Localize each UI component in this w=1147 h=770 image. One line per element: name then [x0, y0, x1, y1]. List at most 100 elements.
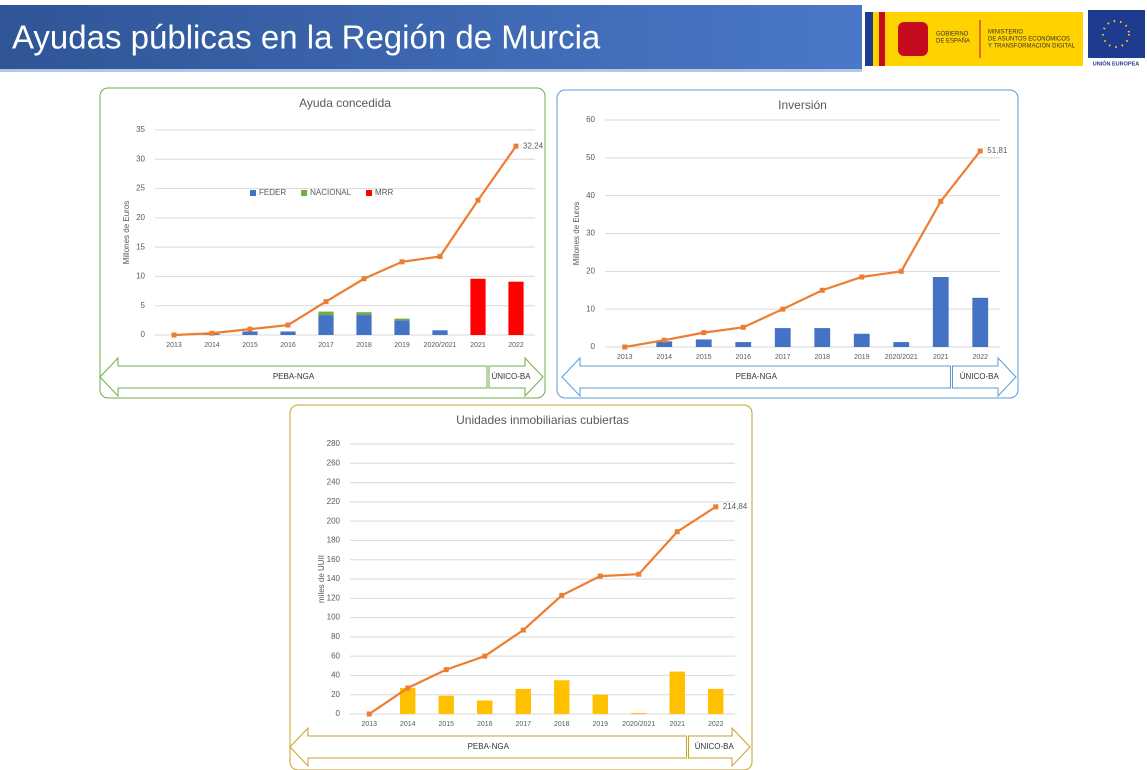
x-tick-label: 2015	[242, 342, 258, 349]
y-tick-label: 40	[331, 671, 340, 680]
x-tick-label: 2020/2021	[423, 342, 456, 349]
x-tick-label: 2014	[656, 354, 672, 361]
legend-swatch	[301, 190, 308, 196]
line-marker	[898, 268, 904, 274]
bar	[893, 342, 910, 347]
y-tick-label: 50	[586, 153, 595, 162]
y-tick-label: 280	[327, 439, 341, 448]
y-axis-label: miles de UUII	[317, 555, 326, 603]
line-marker	[482, 653, 488, 659]
logo-text: DE ASUNTOS ECONÓMICOS	[988, 36, 1070, 43]
period-label: ÚNICO-BA	[491, 372, 531, 381]
x-tick-label: 2019	[854, 354, 870, 361]
logo-text: DE ESPAÑA	[936, 38, 970, 45]
bar	[695, 339, 712, 347]
x-tick-label: 2016	[735, 354, 751, 361]
x-tick-label: 2017	[775, 354, 791, 361]
y-tick-label: 0	[141, 330, 146, 339]
y-tick-label: 30	[586, 229, 595, 238]
bar	[656, 341, 673, 347]
x-tick-label: 2021	[669, 721, 685, 728]
x-tick-label: 2017	[318, 342, 334, 349]
period-arrow	[952, 356, 1017, 398]
period-label: PEBA-NGA	[273, 372, 315, 381]
x-tick-label: 2016	[477, 721, 493, 728]
y-tick-label: 220	[327, 497, 341, 506]
bar	[438, 695, 454, 714]
line-marker	[780, 306, 786, 312]
period-arrow	[289, 726, 687, 768]
line	[173, 145, 517, 337]
period-label: ÚNICO-BA	[960, 372, 1000, 381]
line-marker	[819, 287, 825, 293]
x-tick-label: 2020/2021	[885, 354, 918, 361]
bar	[318, 315, 334, 335]
x-tick-label: 2015	[696, 354, 712, 361]
bar	[318, 311, 334, 316]
line-marker	[209, 330, 215, 336]
period-arrow	[561, 356, 951, 398]
chart-title: Unidades inmobiliarias cubiertas	[456, 413, 629, 427]
y-tick-label: 120	[327, 593, 341, 602]
line	[624, 150, 982, 349]
period-arrow	[488, 356, 544, 398]
line	[368, 505, 717, 715]
bar	[356, 312, 372, 316]
bar	[400, 687, 416, 714]
line-marker	[405, 685, 411, 691]
line-marker	[443, 667, 449, 673]
bar	[735, 342, 752, 347]
x-tick-label: 2017	[515, 721, 531, 728]
y-tick-label: 30	[136, 154, 145, 163]
y-tick-label: 200	[327, 516, 341, 525]
header-rule	[0, 69, 862, 72]
bar	[708, 688, 724, 714]
line-marker	[977, 148, 983, 154]
line-marker	[285, 322, 291, 328]
chart-title: Inversión	[778, 98, 827, 112]
line-marker	[323, 299, 329, 305]
line-marker	[559, 592, 565, 598]
x-tick-label: 2019	[394, 342, 410, 349]
line-marker	[171, 332, 177, 338]
logo-text: MINISTERIO	[988, 30, 1023, 36]
y-tick-label: 25	[136, 184, 145, 193]
y-tick-label: 140	[327, 574, 341, 583]
period-arrow	[99, 356, 488, 398]
line-marker	[674, 529, 680, 535]
x-tick-label: 2013	[617, 354, 633, 361]
x-tick-label: 2022	[708, 721, 724, 728]
bar	[394, 320, 410, 335]
bar	[515, 688, 531, 714]
x-tick-label: 2021	[933, 354, 949, 361]
legend-swatch	[366, 190, 373, 196]
line-marker	[399, 259, 405, 265]
y-tick-label: 0	[336, 709, 341, 718]
chart-title: Ayuda concedida	[299, 96, 391, 110]
y-axis-label: Millones de Euros	[122, 201, 131, 265]
bar	[508, 281, 524, 335]
line-marker	[513, 143, 519, 149]
bar	[470, 278, 486, 335]
x-tick-label: 2013	[361, 721, 377, 728]
bar	[631, 713, 647, 714]
y-tick-label: 260	[327, 458, 341, 467]
line-marker	[713, 504, 719, 510]
line-marker	[437, 254, 443, 260]
legend-swatch	[250, 190, 256, 196]
y-tick-label: 20	[586, 266, 595, 275]
x-tick-label: 2020/2021	[622, 721, 655, 728]
eu-stars	[1102, 20, 1130, 48]
period-label: ÚNICO-BA	[695, 742, 735, 751]
x-tick-label: 2018	[356, 342, 372, 349]
bar	[592, 694, 608, 714]
bar	[554, 680, 570, 714]
logo-text: UNIÓN EUROPEA	[1093, 59, 1139, 67]
data-label: 51,81	[987, 146, 1008, 155]
y-axis-label: Millones de Euros	[572, 202, 581, 266]
bar	[477, 700, 493, 714]
y-tick-label: 10	[586, 304, 595, 313]
line-marker	[636, 571, 642, 577]
y-tick-label: 100	[327, 613, 341, 622]
